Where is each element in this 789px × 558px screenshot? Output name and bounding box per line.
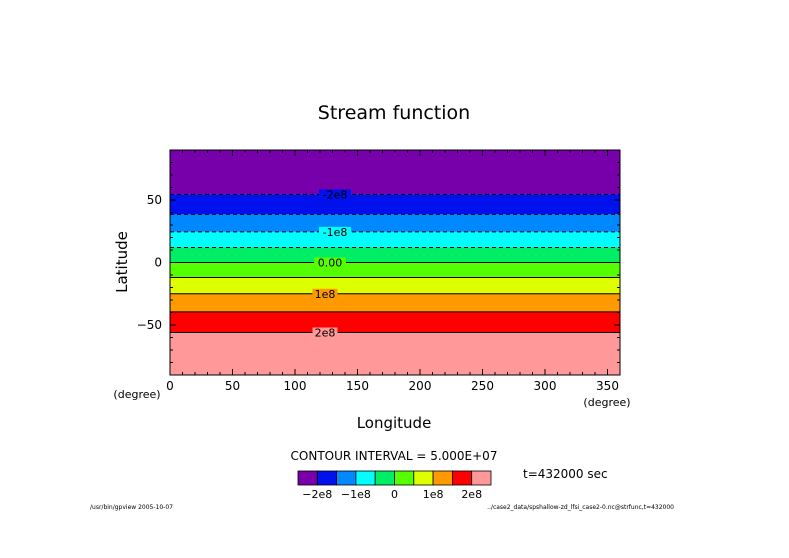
y-tick-label: 50 bbox=[147, 193, 162, 207]
colorbar-swatch bbox=[297, 470, 318, 486]
color-band bbox=[170, 214, 620, 232]
x-tick-label: 250 bbox=[471, 379, 494, 393]
colorbar-tick-label: −2e8 bbox=[302, 488, 332, 501]
x-tick-label: 50 bbox=[225, 379, 240, 393]
colorbar-tick-label: 2e8 bbox=[461, 488, 482, 501]
x-axis-unit: (degree) bbox=[583, 396, 630, 409]
contour-label: -1e8 bbox=[323, 226, 348, 239]
colorbar-swatch bbox=[451, 470, 473, 486]
y-axis-ticks: 50 0 −50 bbox=[137, 149, 620, 376]
x-tick-label: 0 bbox=[166, 379, 174, 393]
colorbar-tick-label: 1e8 bbox=[423, 488, 444, 501]
y-axis-label: Latitude bbox=[113, 231, 131, 293]
contour-interval-text: CONTOUR INTERVAL = 5.000E+07 bbox=[291, 449, 498, 463]
color-band bbox=[170, 293, 620, 312]
colorbar-swatch bbox=[432, 470, 453, 486]
contour-label-bg bbox=[319, 226, 351, 237]
colorbar-swatch bbox=[471, 470, 492, 486]
colorbar-tick-label: 0 bbox=[391, 488, 398, 501]
footer-right: ../case2_data/spshallow-zd_lfsi_case2-0.… bbox=[487, 504, 674, 511]
contour-label-bg bbox=[312, 288, 338, 299]
contour-label-bg bbox=[314, 257, 346, 268]
contour-label-bg bbox=[319, 189, 351, 200]
color-band bbox=[170, 277, 620, 294]
colorbar-swatch bbox=[316, 470, 337, 486]
x-tick-label: 200 bbox=[409, 379, 432, 393]
colorbar-swatch bbox=[336, 470, 357, 486]
colorbar-labels: −2e8 −1e8 0 1e8 2e8 bbox=[302, 488, 482, 501]
x-tick-label: 150 bbox=[346, 379, 369, 393]
color-band bbox=[170, 231, 620, 248]
y-tick-label: 0 bbox=[154, 256, 162, 270]
contour-label-bg bbox=[312, 327, 338, 338]
contour-label: 0.00 bbox=[318, 257, 343, 270]
color-band bbox=[170, 311, 620, 333]
y-tick-label: −50 bbox=[137, 318, 162, 332]
color-bands bbox=[170, 150, 620, 375]
colorbar-swatch bbox=[374, 470, 395, 486]
color-band bbox=[170, 194, 620, 215]
colorbar-swatch bbox=[413, 470, 434, 486]
y-axis-unit: (degree) bbox=[113, 388, 160, 401]
x-tick-label: 300 bbox=[534, 379, 557, 393]
color-band bbox=[170, 150, 620, 195]
contour-label: -2e8 bbox=[323, 188, 348, 201]
colorbar-swatch bbox=[394, 470, 415, 486]
color-band bbox=[170, 247, 620, 263]
x-axis-ticks: 0 50 100 150 200 250 300 350 bbox=[166, 150, 621, 393]
colorbar bbox=[297, 470, 492, 486]
contour-label: 2e8 bbox=[315, 327, 336, 340]
footer-left: /usr/bin/gpview 2005-10-07 bbox=[90, 504, 173, 511]
x-tick-label: 100 bbox=[284, 379, 307, 393]
contour-labels: -2e8 -1e8 0.00 1e8 2e8 bbox=[312, 188, 351, 340]
time-text: t=432000 sec bbox=[523, 467, 608, 481]
color-band bbox=[170, 332, 620, 375]
contour-lines bbox=[170, 193, 620, 333]
chart-title: Stream function bbox=[318, 102, 470, 124]
x-tick-label: 350 bbox=[596, 379, 619, 393]
contour-label: 1e8 bbox=[315, 288, 336, 301]
colorbar-swatch bbox=[355, 470, 376, 486]
colorbar-tick-label: −1e8 bbox=[341, 488, 371, 501]
x-axis-label: Longitude bbox=[357, 414, 432, 432]
color-band bbox=[170, 262, 620, 278]
